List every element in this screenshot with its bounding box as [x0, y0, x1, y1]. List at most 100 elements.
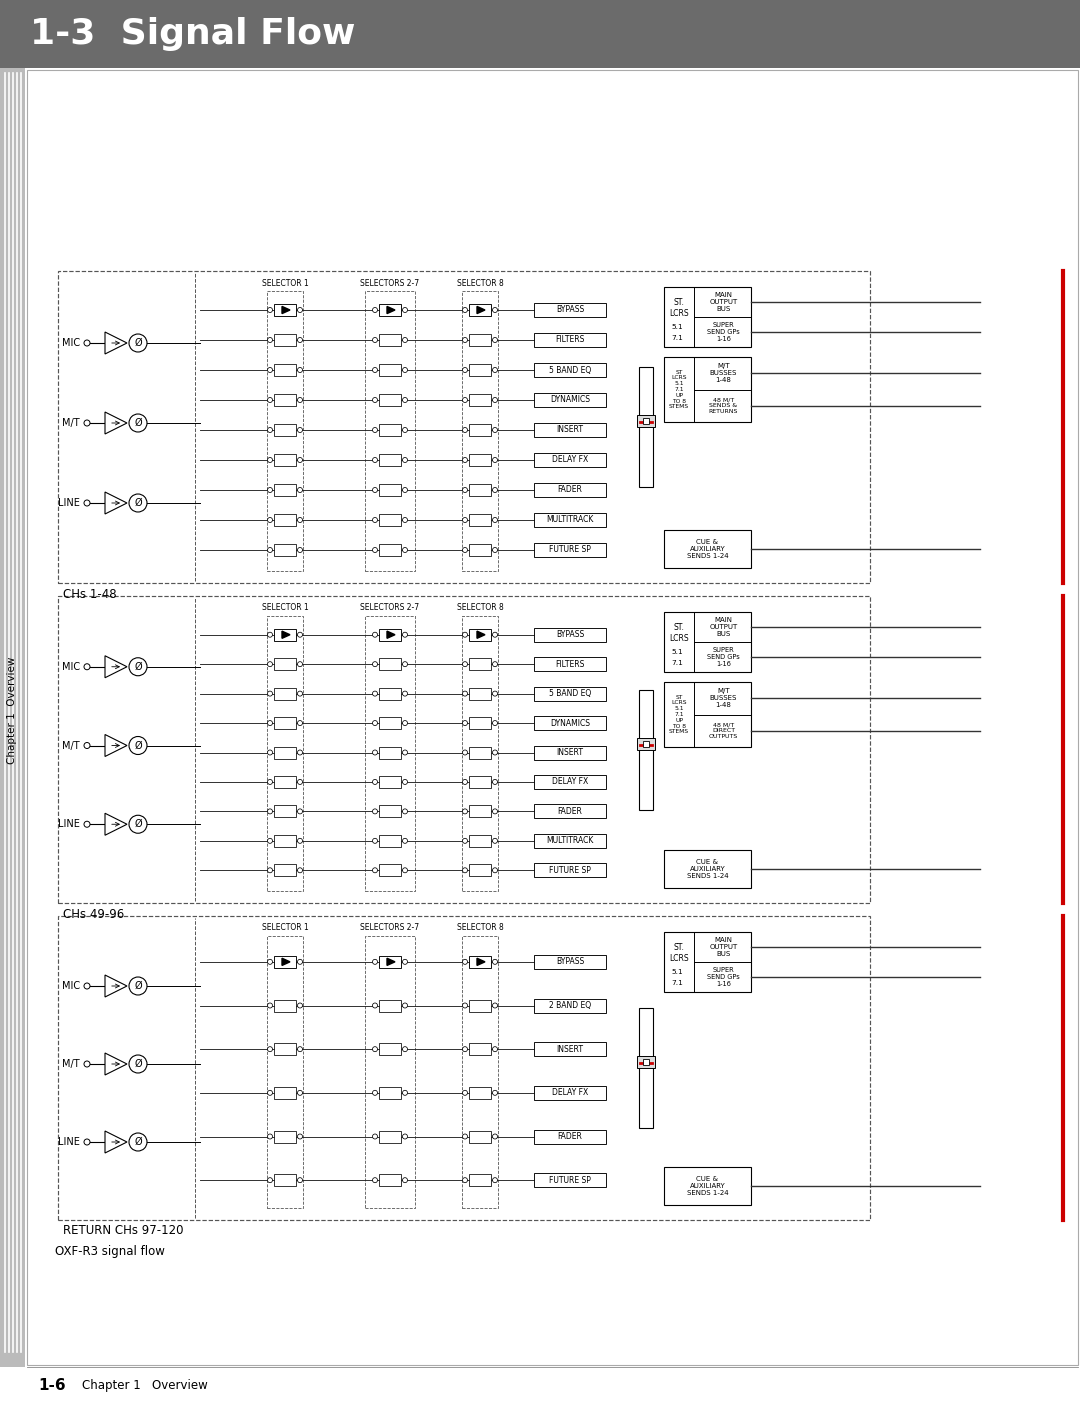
Circle shape [462, 338, 468, 342]
Polygon shape [477, 632, 485, 639]
Bar [274, 1175, 296, 1186]
Bar [58, 597, 870, 903]
Text: 2 BAND EQ: 2 BAND EQ [549, 1000, 591, 1010]
Text: Ø: Ø [134, 740, 141, 750]
Text: MAIN
OUTPUT
BUS: MAIN OUTPUT BUS [710, 618, 738, 637]
Text: LINE: LINE [58, 498, 80, 508]
Circle shape [492, 1134, 498, 1140]
Circle shape [492, 398, 498, 402]
Circle shape [373, 547, 378, 553]
Text: Ø: Ø [134, 819, 141, 829]
Bar [469, 333, 491, 346]
Circle shape [373, 750, 378, 756]
Circle shape [84, 1140, 90, 1145]
Bar [462, 616, 498, 891]
Circle shape [297, 839, 302, 843]
Circle shape [492, 960, 498, 964]
Bar [274, 658, 296, 670]
Bar [534, 453, 606, 467]
Circle shape [492, 868, 498, 872]
Circle shape [492, 487, 498, 492]
Circle shape [297, 750, 302, 756]
Circle shape [297, 1134, 302, 1140]
Bar [274, 304, 296, 317]
Circle shape [297, 1178, 302, 1183]
Bar [274, 999, 296, 1012]
Bar [469, 545, 491, 556]
Bar [365, 936, 415, 1209]
Bar [274, 1130, 296, 1142]
Bar [643, 1059, 649, 1065]
Text: FUTURE SP: FUTURE SP [549, 865, 591, 875]
Text: 48 M/T
DIRECT
OUTPUTS: 48 M/T DIRECT OUTPUTS [708, 722, 738, 739]
Circle shape [373, 1090, 378, 1095]
Bar [274, 955, 296, 968]
Circle shape [492, 1178, 498, 1183]
Circle shape [403, 547, 407, 553]
Bar [267, 291, 303, 571]
Circle shape [403, 809, 407, 813]
Circle shape [297, 308, 302, 312]
Circle shape [268, 1003, 272, 1007]
Circle shape [462, 1134, 468, 1140]
Text: INSERT: INSERT [556, 425, 583, 435]
Polygon shape [477, 307, 485, 314]
Bar [274, 775, 296, 788]
Text: SELECTOR 1: SELECTOR 1 [261, 604, 309, 612]
Circle shape [373, 457, 378, 463]
Text: SELECTORS 2-7: SELECTORS 2-7 [361, 279, 419, 287]
Circle shape [84, 1061, 90, 1067]
Circle shape [462, 428, 468, 432]
Text: 5.1: 5.1 [671, 649, 683, 656]
Circle shape [129, 1133, 147, 1151]
Circle shape [403, 691, 407, 696]
Circle shape [268, 839, 272, 843]
Circle shape [403, 779, 407, 785]
Circle shape [373, 338, 378, 342]
Circle shape [492, 308, 498, 312]
Circle shape [297, 720, 302, 726]
Text: SELECTOR 8: SELECTOR 8 [457, 279, 503, 287]
Text: 1-6: 1-6 [38, 1377, 66, 1393]
Bar [379, 658, 401, 670]
Bar [534, 1173, 606, 1188]
Text: SELECTORS 2-7: SELECTORS 2-7 [361, 923, 419, 933]
Bar [534, 1086, 606, 1100]
Circle shape [268, 720, 272, 726]
Bar [469, 629, 491, 640]
Circle shape [492, 338, 498, 342]
Circle shape [373, 809, 378, 813]
Circle shape [462, 457, 468, 463]
Bar [379, 1175, 401, 1186]
Circle shape [268, 398, 272, 402]
Bar [379, 718, 401, 729]
Circle shape [462, 960, 468, 964]
Circle shape [462, 1003, 468, 1007]
Circle shape [297, 457, 302, 463]
Circle shape [297, 1003, 302, 1007]
Text: SELECTORS 2-7: SELECTORS 2-7 [361, 604, 419, 612]
Bar [469, 747, 491, 758]
Circle shape [129, 333, 147, 352]
Polygon shape [387, 632, 395, 639]
Bar [274, 364, 296, 376]
Bar [274, 333, 296, 346]
Bar [534, 999, 606, 1013]
Text: MIC: MIC [62, 338, 80, 348]
Bar [469, 834, 491, 847]
Text: FUTURE SP: FUTURE SP [549, 1176, 591, 1185]
Circle shape [84, 822, 90, 827]
Bar [469, 999, 491, 1012]
Bar [379, 364, 401, 376]
Circle shape [492, 367, 498, 373]
Bar [379, 864, 401, 877]
Bar [534, 1043, 606, 1057]
Bar [664, 850, 751, 888]
Text: INSERT: INSERT [556, 1044, 583, 1054]
Text: MIC: MIC [62, 981, 80, 991]
Polygon shape [105, 656, 127, 678]
Circle shape [268, 1090, 272, 1095]
Bar [534, 1130, 606, 1144]
Circle shape [492, 779, 498, 785]
Circle shape [373, 1047, 378, 1051]
